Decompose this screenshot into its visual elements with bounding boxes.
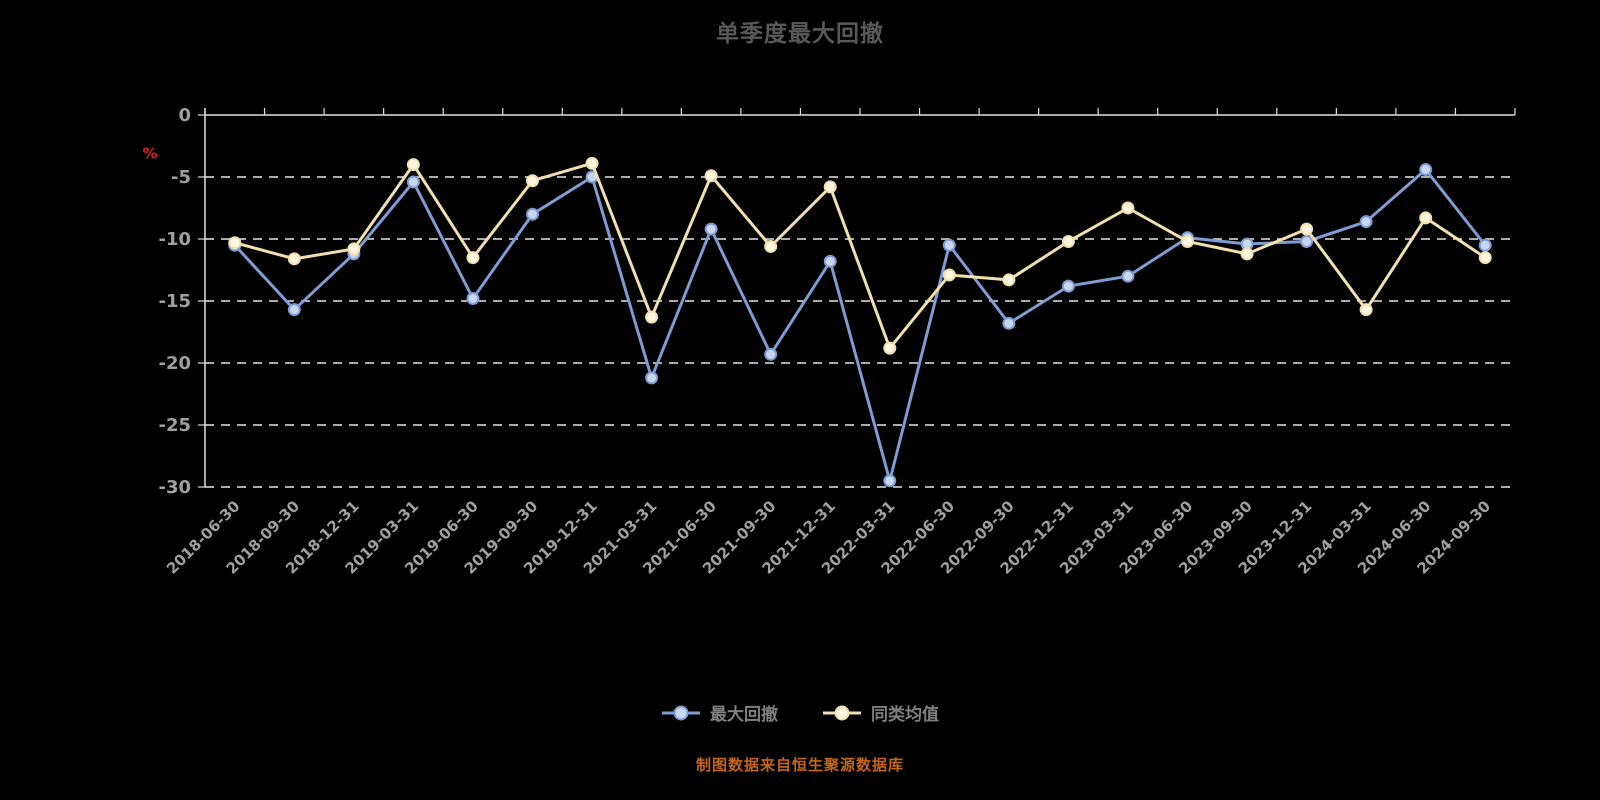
max-drawdown-marker bbox=[1061, 279, 1075, 293]
category-average-marker bbox=[704, 169, 718, 183]
category-average-marker bbox=[287, 252, 301, 266]
category-average-legend-marker bbox=[823, 705, 861, 720]
legend-item-category-average[interactable]: 同类均值 bbox=[822, 700, 939, 725]
category-average-marker bbox=[1240, 247, 1254, 261]
category-average-marker bbox=[823, 180, 837, 194]
max-drawdown-marker bbox=[287, 303, 301, 317]
max-drawdown-marker bbox=[1359, 215, 1373, 229]
y-tick-label: -25 bbox=[158, 415, 191, 436]
max-drawdown-marker bbox=[406, 175, 420, 189]
category-average-marker bbox=[1002, 273, 1016, 287]
category-average-marker bbox=[466, 251, 480, 265]
line-chart-plot: 0-5-10-15-20-25-30%2018-06-302018-09-302… bbox=[142, 105, 1516, 578]
max-drawdown-marker bbox=[645, 371, 659, 385]
max-drawdown-marker bbox=[1300, 234, 1314, 248]
max-drawdown-marker bbox=[942, 238, 956, 252]
legend-label-max-drawdown: 最大回撤 bbox=[710, 705, 778, 725]
max-drawdown-marker bbox=[1478, 238, 1492, 252]
max-drawdown-marker bbox=[526, 207, 539, 221]
max-drawdown-marker bbox=[823, 254, 837, 268]
category-average-marker bbox=[1300, 222, 1314, 236]
category-average-marker bbox=[1181, 234, 1194, 248]
legend-item-max-drawdown[interactable]: 最大回撤 bbox=[661, 700, 778, 725]
max-drawdown-marker bbox=[1002, 316, 1016, 330]
max-drawdown-marker bbox=[1121, 269, 1135, 283]
y-tick-label: -15 bbox=[158, 291, 191, 312]
category-average-marker bbox=[585, 156, 599, 170]
max-drawdown-line bbox=[233, 168, 1487, 483]
y-tick-label: -30 bbox=[158, 477, 191, 498]
category-average-marker bbox=[526, 174, 539, 188]
max-drawdown-marker bbox=[704, 222, 718, 236]
category-average-marker bbox=[764, 239, 778, 253]
category-average-marker bbox=[645, 310, 659, 324]
y-tick-label: 0 bbox=[178, 105, 191, 126]
y-tick-label: -20 bbox=[158, 353, 191, 374]
chart-title: 单季度最大回撤 bbox=[716, 21, 884, 47]
chart-legend: 最大回撤 同类均值 bbox=[0, 700, 1600, 725]
y-axis-unit-label: % bbox=[142, 144, 157, 162]
category-average-marker bbox=[347, 242, 361, 256]
max-drawdown-marker bbox=[466, 292, 480, 306]
category-average-marker bbox=[1419, 211, 1433, 225]
category-average-line bbox=[233, 161, 1487, 350]
max-drawdown-marker bbox=[1419, 163, 1433, 177]
max-drawdown-legend-marker bbox=[662, 705, 700, 720]
max-drawdown-marker bbox=[764, 347, 778, 361]
category-average-marker bbox=[406, 158, 420, 172]
category-average-marker bbox=[228, 236, 242, 250]
category-average-marker bbox=[1478, 251, 1492, 265]
category-average-marker bbox=[1359, 303, 1373, 317]
y-tick-label: -10 bbox=[158, 229, 191, 250]
category-average-marker bbox=[883, 341, 897, 355]
max-drawdown-marker bbox=[883, 474, 897, 488]
legend-label-category-average: 同类均值 bbox=[871, 705, 939, 725]
category-average-marker bbox=[1121, 201, 1135, 215]
category-average-marker bbox=[942, 268, 956, 282]
category-average-marker bbox=[1061, 234, 1075, 248]
data-source-note: 制图数据来自恒生聚源数据库 bbox=[695, 756, 904, 774]
y-tick-label: -5 bbox=[171, 167, 191, 188]
